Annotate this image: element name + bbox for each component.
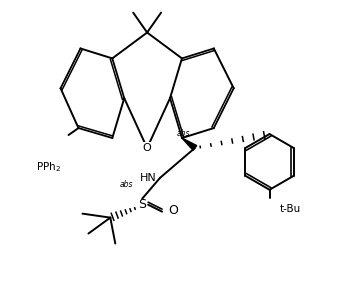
Polygon shape [182,138,197,150]
Text: HN: HN [140,173,157,183]
Text: O: O [168,204,178,217]
Text: S: S [138,198,146,211]
Text: PPh$_2$: PPh$_2$ [36,160,61,174]
Text: abs: abs [176,129,190,138]
Text: t-Bu: t-Bu [279,204,301,214]
Text: O: O [143,143,151,153]
Text: abs: abs [119,180,133,189]
